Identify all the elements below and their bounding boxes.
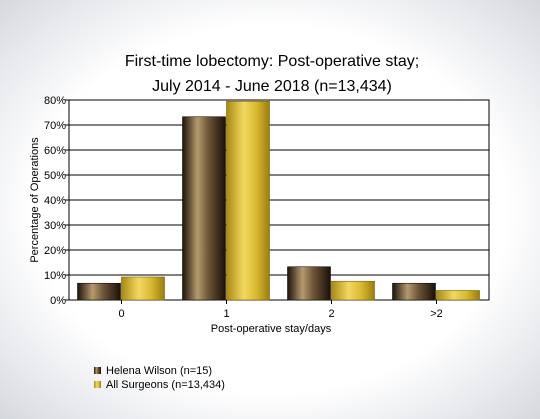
bar-series-2-cat-1 (226, 100, 270, 301)
bar-series-2-cat-2 (331, 280, 375, 301)
x-axis-ticks: 0 1 2 >2 (118, 300, 443, 320)
y-tick-label-50: 50% (44, 170, 66, 182)
y-axis-ticks: 0% 10% 20% 30% 40% 50% 60% 70% 80% (44, 95, 69, 307)
legend-label-series-2: All Surgeons (n=13,434) (106, 379, 225, 391)
x-axis-label: Post-operative stay/days (211, 323, 332, 335)
chart-title-line-2: July 2014 - June 2018 (n=13,434) (152, 78, 392, 95)
bar-series-1-cat-3 (392, 282, 436, 301)
y-tick-label-20: 20% (44, 245, 66, 257)
legend: Helena Wilson (n=15) All Surgeons (n=13,… (94, 365, 225, 391)
y-tick-label-80: 80% (44, 95, 66, 107)
y-tick-label-60: 60% (44, 145, 66, 157)
y-tick-label-0: 0% (50, 295, 66, 307)
y-tick-label-10: 10% (44, 270, 66, 282)
x-tick-label-1: 1 (223, 308, 229, 320)
legend-swatch-series-1 (94, 367, 101, 374)
bars (77, 100, 480, 301)
y-tick-label-30: 30% (44, 220, 66, 232)
legend-swatch-series-2 (94, 381, 101, 388)
chart-title-line-1: First-time lobectomy: Post-operative sta… (125, 53, 419, 70)
y-tick-label-40: 40% (44, 195, 66, 207)
bar-series-1-cat-2 (287, 266, 331, 301)
legend-label-series-1: Helena Wilson (n=15) (106, 365, 212, 377)
bar-series-1-cat-1 (182, 116, 226, 301)
y-tick-label-70: 70% (44, 120, 66, 132)
grid-lines (69, 124, 489, 276)
bar-series-2-cat-0 (121, 276, 165, 301)
bar-series-2-cat-3 (436, 290, 480, 301)
bar-series-1-cat-0 (77, 282, 121, 301)
y-axis-label: Percentage of Operations (29, 137, 41, 263)
x-tick-label-3: >2 (430, 308, 443, 320)
x-tick-label-0: 0 (118, 308, 124, 320)
x-tick-label-2: 2 (328, 308, 334, 320)
